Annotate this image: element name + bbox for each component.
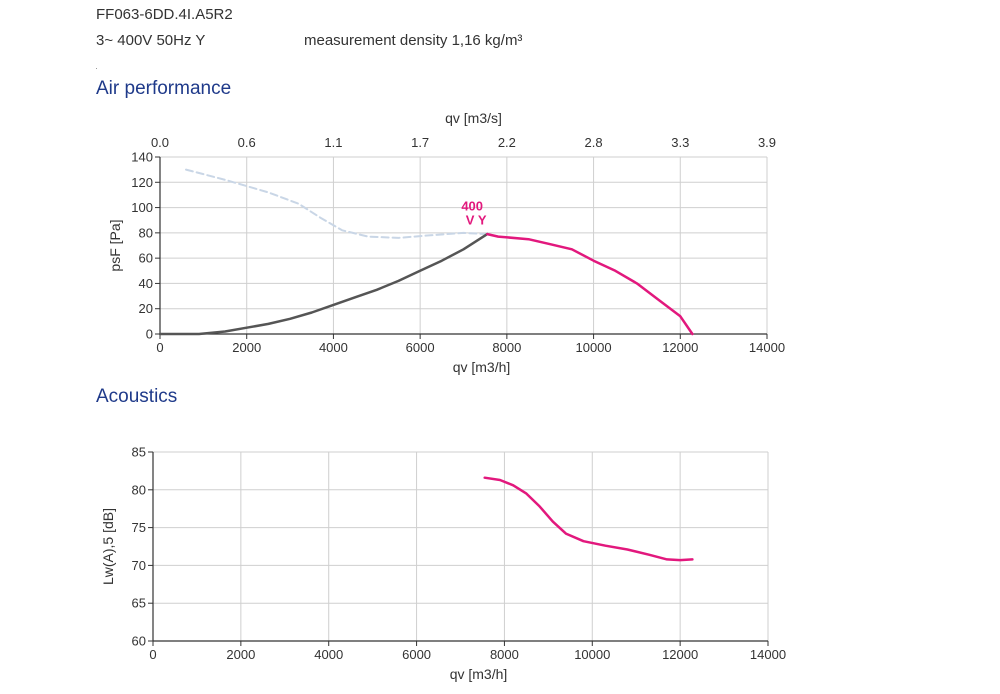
y-tick-label: 70	[132, 558, 146, 573]
x-axis-label: qv [m3/h]	[453, 359, 511, 375]
y-tick-label: 40	[139, 276, 153, 291]
stray-dot	[96, 68, 97, 69]
x-axis-label: qv [m3/h]	[450, 666, 508, 682]
x-tick-label: 14000	[750, 647, 786, 662]
x-tick-label: 2000	[232, 340, 261, 355]
y-tick-label: 140	[131, 150, 153, 165]
x-tick-label: 6000	[406, 340, 435, 355]
x-tick-label: 8000	[490, 647, 519, 662]
air-performance-title: Air performance	[96, 78, 232, 99]
x-tick-label: 4000	[314, 647, 343, 662]
x2-tick-label: 0.6	[238, 135, 256, 150]
density-info: measurement density 1,16 kg/m³	[304, 32, 523, 49]
x2-tick-label: 3.9	[758, 135, 776, 150]
y-tick-label: 80	[132, 482, 146, 497]
y-tick-label: 65	[132, 596, 146, 611]
x-tick-label: 2000	[226, 647, 255, 662]
x2-axis-label: qv [m3/s]	[445, 110, 502, 126]
y-axis-label: psF [Pa]	[107, 219, 123, 271]
x-tick-label: 0	[156, 340, 163, 355]
y-tick-label: 100	[131, 200, 153, 215]
x2-tick-label: 3.3	[671, 135, 689, 150]
series-line-grey	[158, 232, 489, 336]
y-tick-label: 120	[131, 175, 153, 190]
y-tick-label: 80	[139, 225, 153, 240]
x-tick-label: 12000	[662, 647, 698, 662]
x-tick-label: 4000	[319, 340, 348, 355]
x-tick-label: 10000	[575, 340, 611, 355]
y-tick-label: 0	[146, 327, 153, 342]
x-tick-label: 8000	[492, 340, 521, 355]
series-line-pink	[483, 476, 694, 562]
x2-tick-label: 2.8	[585, 135, 603, 150]
x-tick-label: 14000	[749, 340, 785, 355]
series-line-pink	[486, 232, 694, 336]
operating-point-label: V Y	[466, 213, 487, 228]
x2-tick-label: 1.7	[411, 135, 429, 150]
y-tick-label: 75	[132, 520, 146, 535]
y-tick-label: 60	[132, 634, 146, 649]
x-tick-label: 12000	[662, 340, 698, 355]
x-tick-label: 10000	[574, 647, 610, 662]
x-tick-label: 6000	[402, 647, 431, 662]
y-tick-label: 60	[139, 251, 153, 266]
series-line-dashed	[185, 168, 489, 239]
x2-tick-label: 1.1	[324, 135, 342, 150]
x-tick-label: 0	[149, 647, 156, 662]
y-axis-label: Lw(A),5 [dB]	[100, 508, 116, 585]
x2-tick-label: 2.2	[498, 135, 516, 150]
y-tick-label: 85	[132, 445, 146, 460]
acoustics-title: Acoustics	[96, 386, 178, 407]
supply-info: 3~ 400V 50Hz Y	[96, 32, 206, 49]
model-name: FF063-6DD.4I.A5R2	[96, 6, 233, 23]
x2-tick-label: 0.0	[151, 135, 169, 150]
operating-point-label: 400	[461, 199, 483, 214]
y-tick-label: 20	[139, 301, 153, 316]
